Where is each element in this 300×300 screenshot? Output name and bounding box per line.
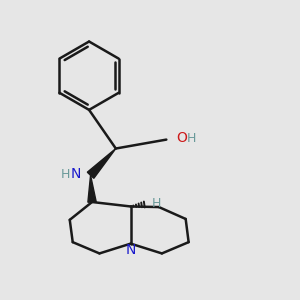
Polygon shape — [87, 148, 116, 178]
Text: H: H — [61, 168, 70, 181]
Text: N: N — [70, 167, 81, 181]
Polygon shape — [88, 175, 96, 202]
Text: H: H — [151, 197, 160, 210]
Text: H: H — [187, 132, 196, 145]
Text: N: N — [125, 243, 136, 257]
Text: O: O — [176, 131, 187, 145]
